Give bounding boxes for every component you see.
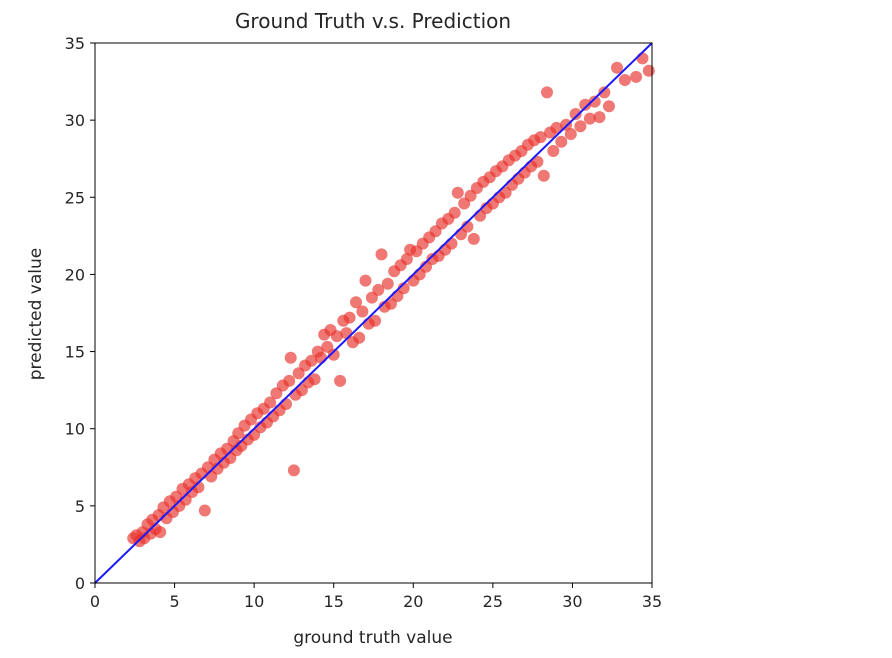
reference-line-path <box>94 42 653 584</box>
scatter-point <box>330 330 343 343</box>
x-tick-label: 0 <box>90 592 100 611</box>
scatter-point <box>381 277 394 290</box>
chart-title: Ground Truth v.s. Prediction <box>235 9 511 33</box>
scatter-point <box>547 145 560 157</box>
x-tick-label: 15 <box>324 592 344 611</box>
scatter-point <box>448 206 461 219</box>
scatter-point <box>555 135 568 148</box>
y-tick-label: 35 <box>65 34 85 53</box>
scatter-point <box>451 186 464 199</box>
scatter-point <box>636 52 649 65</box>
scatter-point <box>334 374 347 387</box>
y-tick-label: 5 <box>75 497 85 516</box>
x-tick-label: 10 <box>244 592 264 611</box>
y-tick-label: 15 <box>65 343 85 362</box>
x-tick-label: 35 <box>642 592 662 611</box>
scatter-point <box>343 311 356 324</box>
scatter-point <box>574 120 587 133</box>
x-tick-label: 30 <box>562 592 582 611</box>
y-tick-label: 0 <box>75 574 85 593</box>
scatter-point <box>598 86 611 99</box>
scatter-point <box>569 108 582 120</box>
y-tick-label: 10 <box>65 420 85 439</box>
y-axis-ticks: 0 5 10 15 20 25 30 35 <box>65 34 95 593</box>
scatter-point <box>534 131 547 144</box>
scatter-point <box>315 351 327 364</box>
scatter-point <box>327 348 340 361</box>
scatter-point <box>467 232 480 245</box>
scatter-point <box>264 396 277 409</box>
scatter-point <box>400 253 413 265</box>
scatter-point <box>603 100 615 113</box>
scatter-point <box>550 121 563 134</box>
scatter-point <box>630 70 643 83</box>
scatter-point <box>372 283 385 296</box>
scatter-point <box>583 112 596 125</box>
scatter-point <box>369 314 382 327</box>
x-axis-ticks: 0 5 10 15 20 25 30 35 <box>90 583 662 611</box>
scatter-point <box>618 74 631 86</box>
scatter-point <box>611 61 623 74</box>
scatter-point <box>537 169 550 182</box>
scatter-point <box>284 351 297 364</box>
x-tick-label: 5 <box>169 592 179 611</box>
scatter-point <box>287 464 300 477</box>
scatter-point <box>359 274 372 287</box>
scatter-point <box>283 374 296 387</box>
scatter-point <box>593 111 606 124</box>
plot-frame <box>94 42 653 584</box>
scatter-points <box>127 52 655 548</box>
scatter-point <box>308 373 321 386</box>
x-tick-label: 20 <box>403 592 423 611</box>
scatter-point <box>305 354 318 367</box>
scatter-point <box>356 305 369 318</box>
scatter-point <box>375 248 388 261</box>
scatter-point <box>588 95 601 108</box>
scatter-point <box>198 504 211 517</box>
reference-line <box>94 42 653 584</box>
y-axis-label: predicted value <box>26 248 46 380</box>
scatter-point <box>353 331 366 344</box>
x-tick-label: 25 <box>483 592 503 611</box>
scatter-point <box>280 398 292 410</box>
y-tick-label: 25 <box>65 188 85 207</box>
scatter-point <box>350 296 362 309</box>
x-axis-label: ground truth value <box>293 628 452 648</box>
scatter-point <box>564 128 577 140</box>
scatter-point <box>531 155 544 168</box>
scatter-point <box>541 86 553 99</box>
y-tick-label: 30 <box>65 111 85 130</box>
scatter-point <box>579 98 592 111</box>
y-tick-label: 20 <box>65 265 85 284</box>
scatter-point <box>642 64 655 77</box>
scatter-point <box>445 237 458 250</box>
scatter-point <box>154 526 167 539</box>
